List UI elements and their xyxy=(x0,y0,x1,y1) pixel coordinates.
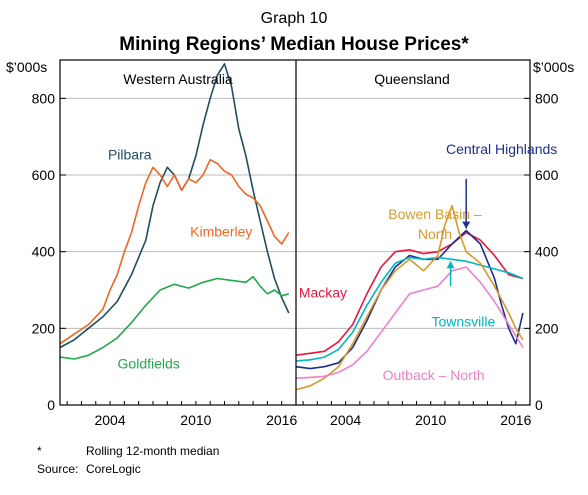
series-line-bowen-basin-north xyxy=(295,204,524,391)
series-label-bowen-basin-north: Bowen Basin – North xyxy=(388,206,482,242)
y-tick-label-left-0: 0 xyxy=(47,397,55,413)
arrow-central-highlands-head xyxy=(462,221,471,229)
series-line-townsville xyxy=(295,256,524,362)
series-layer xyxy=(59,62,524,391)
y-tick-label-left-600: 600 xyxy=(32,167,56,183)
x-tick-label-p0-2004: 2004 xyxy=(94,412,125,428)
y-unit-right: $’000s xyxy=(533,59,574,75)
y-tick-label-right-800: 800 xyxy=(535,90,559,106)
footnote-text: Rolling 12-month median xyxy=(86,444,219,458)
ticks-layer xyxy=(60,97,531,406)
x-tick-label-p0-2016: 2016 xyxy=(266,412,297,428)
x-tick-label-p1-2016: 2016 xyxy=(500,412,531,428)
series-line-goldfields xyxy=(59,275,290,360)
x-tick-label-p0-2010: 2010 xyxy=(180,412,211,428)
series-label-townsville: Townsville xyxy=(431,313,495,329)
source-text: CoreLogic xyxy=(86,462,141,476)
series-label-pilbara: Pilbara xyxy=(108,147,152,163)
series-line-kimberley xyxy=(59,158,290,345)
series-label-kimberley: Kimberley xyxy=(190,223,252,239)
y-tick-label-left-400: 400 xyxy=(32,244,56,260)
y-unit-left: $’000s xyxy=(6,59,47,75)
y-tick-label-right-400: 400 xyxy=(535,244,559,260)
y-tick-label-left-200: 200 xyxy=(32,320,56,336)
panel-title-western-australia: Western Australia xyxy=(123,71,233,87)
y-tick-label-right-0: 0 xyxy=(535,397,543,413)
source-label: Source: xyxy=(37,462,78,476)
series-label-outback-north: Outback – North xyxy=(383,367,485,383)
chart-supertitle: Graph 10 xyxy=(261,10,328,27)
series-label-mackay: Mackay xyxy=(299,285,347,301)
series-line-mackay xyxy=(295,231,524,356)
gridlines xyxy=(60,97,530,329)
x-tick-label-p1-2010: 2010 xyxy=(415,412,446,428)
y-tick-label-right-200: 200 xyxy=(535,320,559,336)
series-line-pilbara xyxy=(59,62,290,349)
arrow-townsville-head xyxy=(446,261,455,269)
series-line-outback-north xyxy=(295,266,524,379)
y-tick-label-right-600: 600 xyxy=(535,167,559,183)
x-tick-label-p1-2004: 2004 xyxy=(330,412,361,428)
series-label-central-highlands: Central Highlands xyxy=(446,141,557,157)
series-label-goldfields: Goldfields xyxy=(118,356,180,372)
y-tick-label-left-800: 800 xyxy=(32,90,56,106)
plot-frame xyxy=(59,59,531,406)
panel-title-queensland: Queensland xyxy=(374,71,450,87)
footnote-marker: * xyxy=(37,444,42,458)
chart-title: Mining Regions’ Median House Prices* xyxy=(119,34,469,55)
labels-layer: 0 0 200 200 400 400 600 600 800 800 2004 2010 2016 20… xyxy=(32,90,559,428)
